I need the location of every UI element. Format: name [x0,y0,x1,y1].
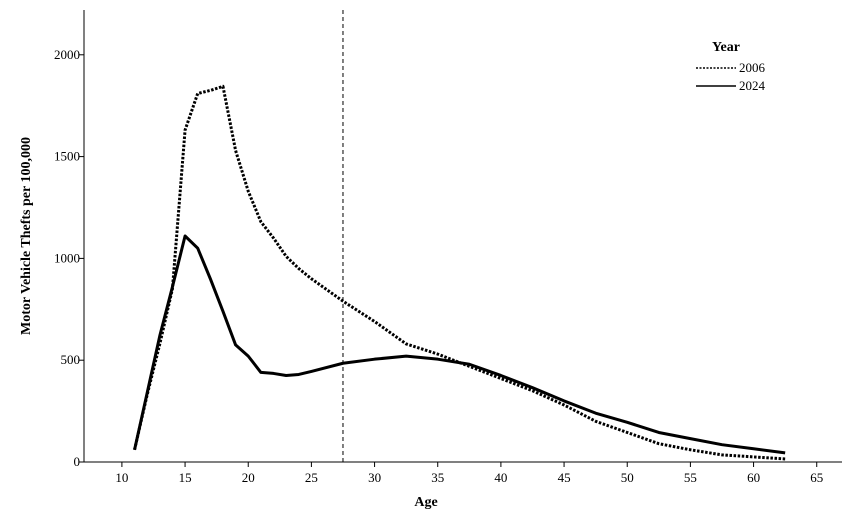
x-tick-label: 20 [242,470,255,485]
legend-label-2006: 2006 [739,60,766,75]
series-line-2024 [133,234,786,455]
x-axis-title: Age [414,495,437,510]
x-tick-label: 45 [558,470,571,485]
axes: 10 15 20 25 30 35 40 45 50 55 60 65 0 500 1000 1500 2000 [54,10,842,485]
series-group [133,84,786,461]
x-tick-label: 50 [621,470,634,485]
legend-title: Year [712,40,740,55]
x-tick-label: 65 [810,470,823,485]
legend: Year 2006 2024 [696,40,766,93]
y-tick-label: 2000 [54,47,80,62]
x-tick-label: 15 [179,470,192,485]
y-tick-label: 1000 [54,250,80,265]
y-tick-label: 500 [61,352,81,367]
x-tick-label: 60 [747,470,760,485]
x-tick-label: 40 [494,470,507,485]
x-tick-label: 55 [684,470,697,485]
y-axis-title: Motor Vehicle Thefts per 100,000 [19,137,34,335]
x-tick-label: 30 [368,470,381,485]
x-tick-label: 35 [431,470,444,485]
y-tick-label: 1500 [54,149,80,164]
legend-label-2024: 2024 [739,78,766,93]
y-tick-label: 0 [74,454,81,469]
x-tick-label: 25 [305,470,318,485]
x-tick-label: 10 [115,470,128,485]
series-line-2006 [133,84,786,461]
